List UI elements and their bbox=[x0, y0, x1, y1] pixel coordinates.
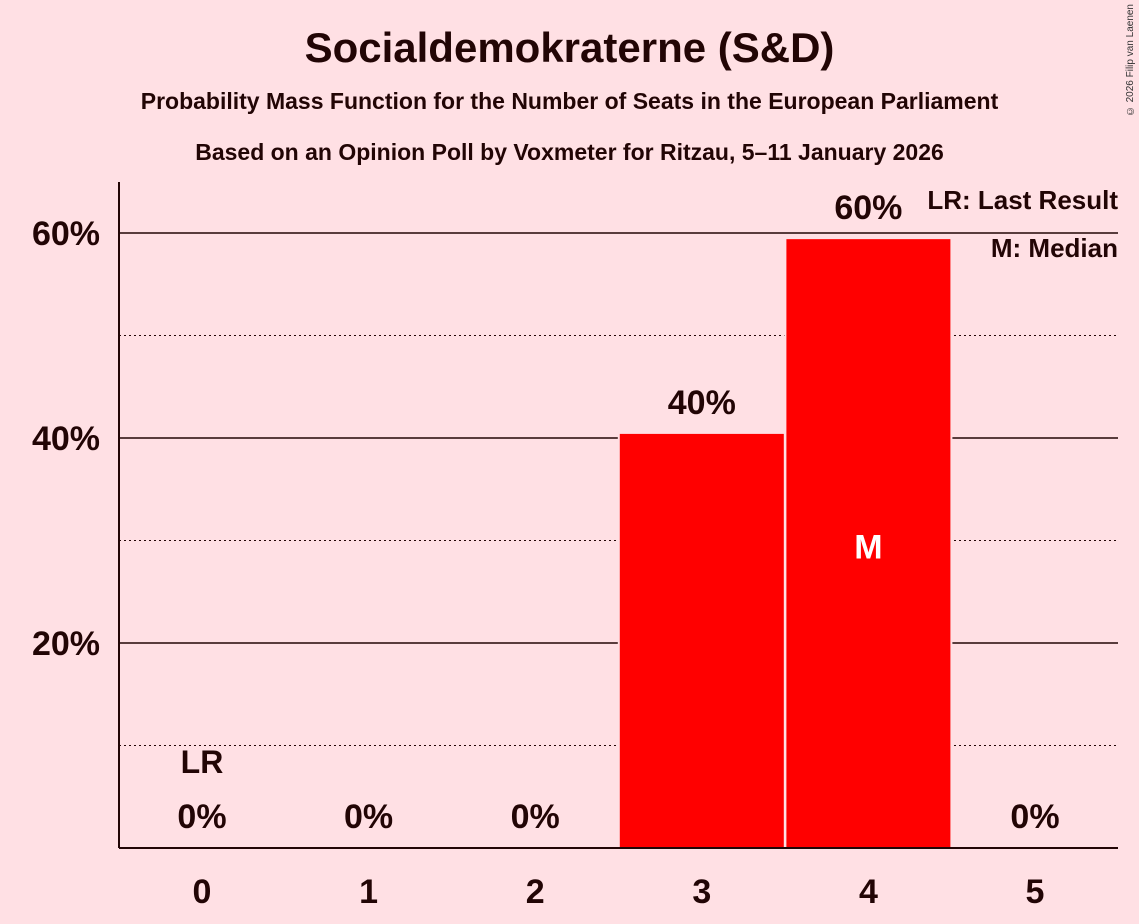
y-tick-label: 20% bbox=[32, 625, 100, 663]
last-result-marker: LR bbox=[181, 744, 224, 780]
chart-subtitle: Probability Mass Function for the Number… bbox=[140, 88, 999, 114]
data-label: 0% bbox=[344, 798, 393, 836]
x-tick-label: 4 bbox=[859, 873, 878, 911]
legend-item: M: Median bbox=[991, 233, 1118, 263]
data-label: 0% bbox=[511, 798, 560, 836]
x-tick-label: 0 bbox=[193, 873, 212, 911]
bar bbox=[619, 433, 784, 848]
chart-title: Socialdemokraterne (S&D) bbox=[304, 24, 835, 71]
x-tick-label: 2 bbox=[526, 873, 545, 911]
y-tick-label: 40% bbox=[32, 420, 100, 458]
x-tick-label: 3 bbox=[692, 873, 711, 911]
data-label: 0% bbox=[177, 798, 226, 836]
data-label: 0% bbox=[1010, 798, 1059, 836]
bar bbox=[786, 239, 951, 848]
median-marker: M bbox=[854, 529, 882, 567]
x-tick-label: 1 bbox=[359, 873, 378, 911]
y-tick-label: 60% bbox=[32, 215, 100, 253]
chart-subtitle-poll: Based on an Opinion Poll by Voxmeter for… bbox=[195, 139, 944, 165]
data-label: 40% bbox=[668, 384, 736, 422]
legend-item: LR: Last Result bbox=[927, 185, 1118, 215]
data-label: 60% bbox=[834, 189, 902, 227]
x-tick-label: 5 bbox=[1026, 873, 1045, 911]
